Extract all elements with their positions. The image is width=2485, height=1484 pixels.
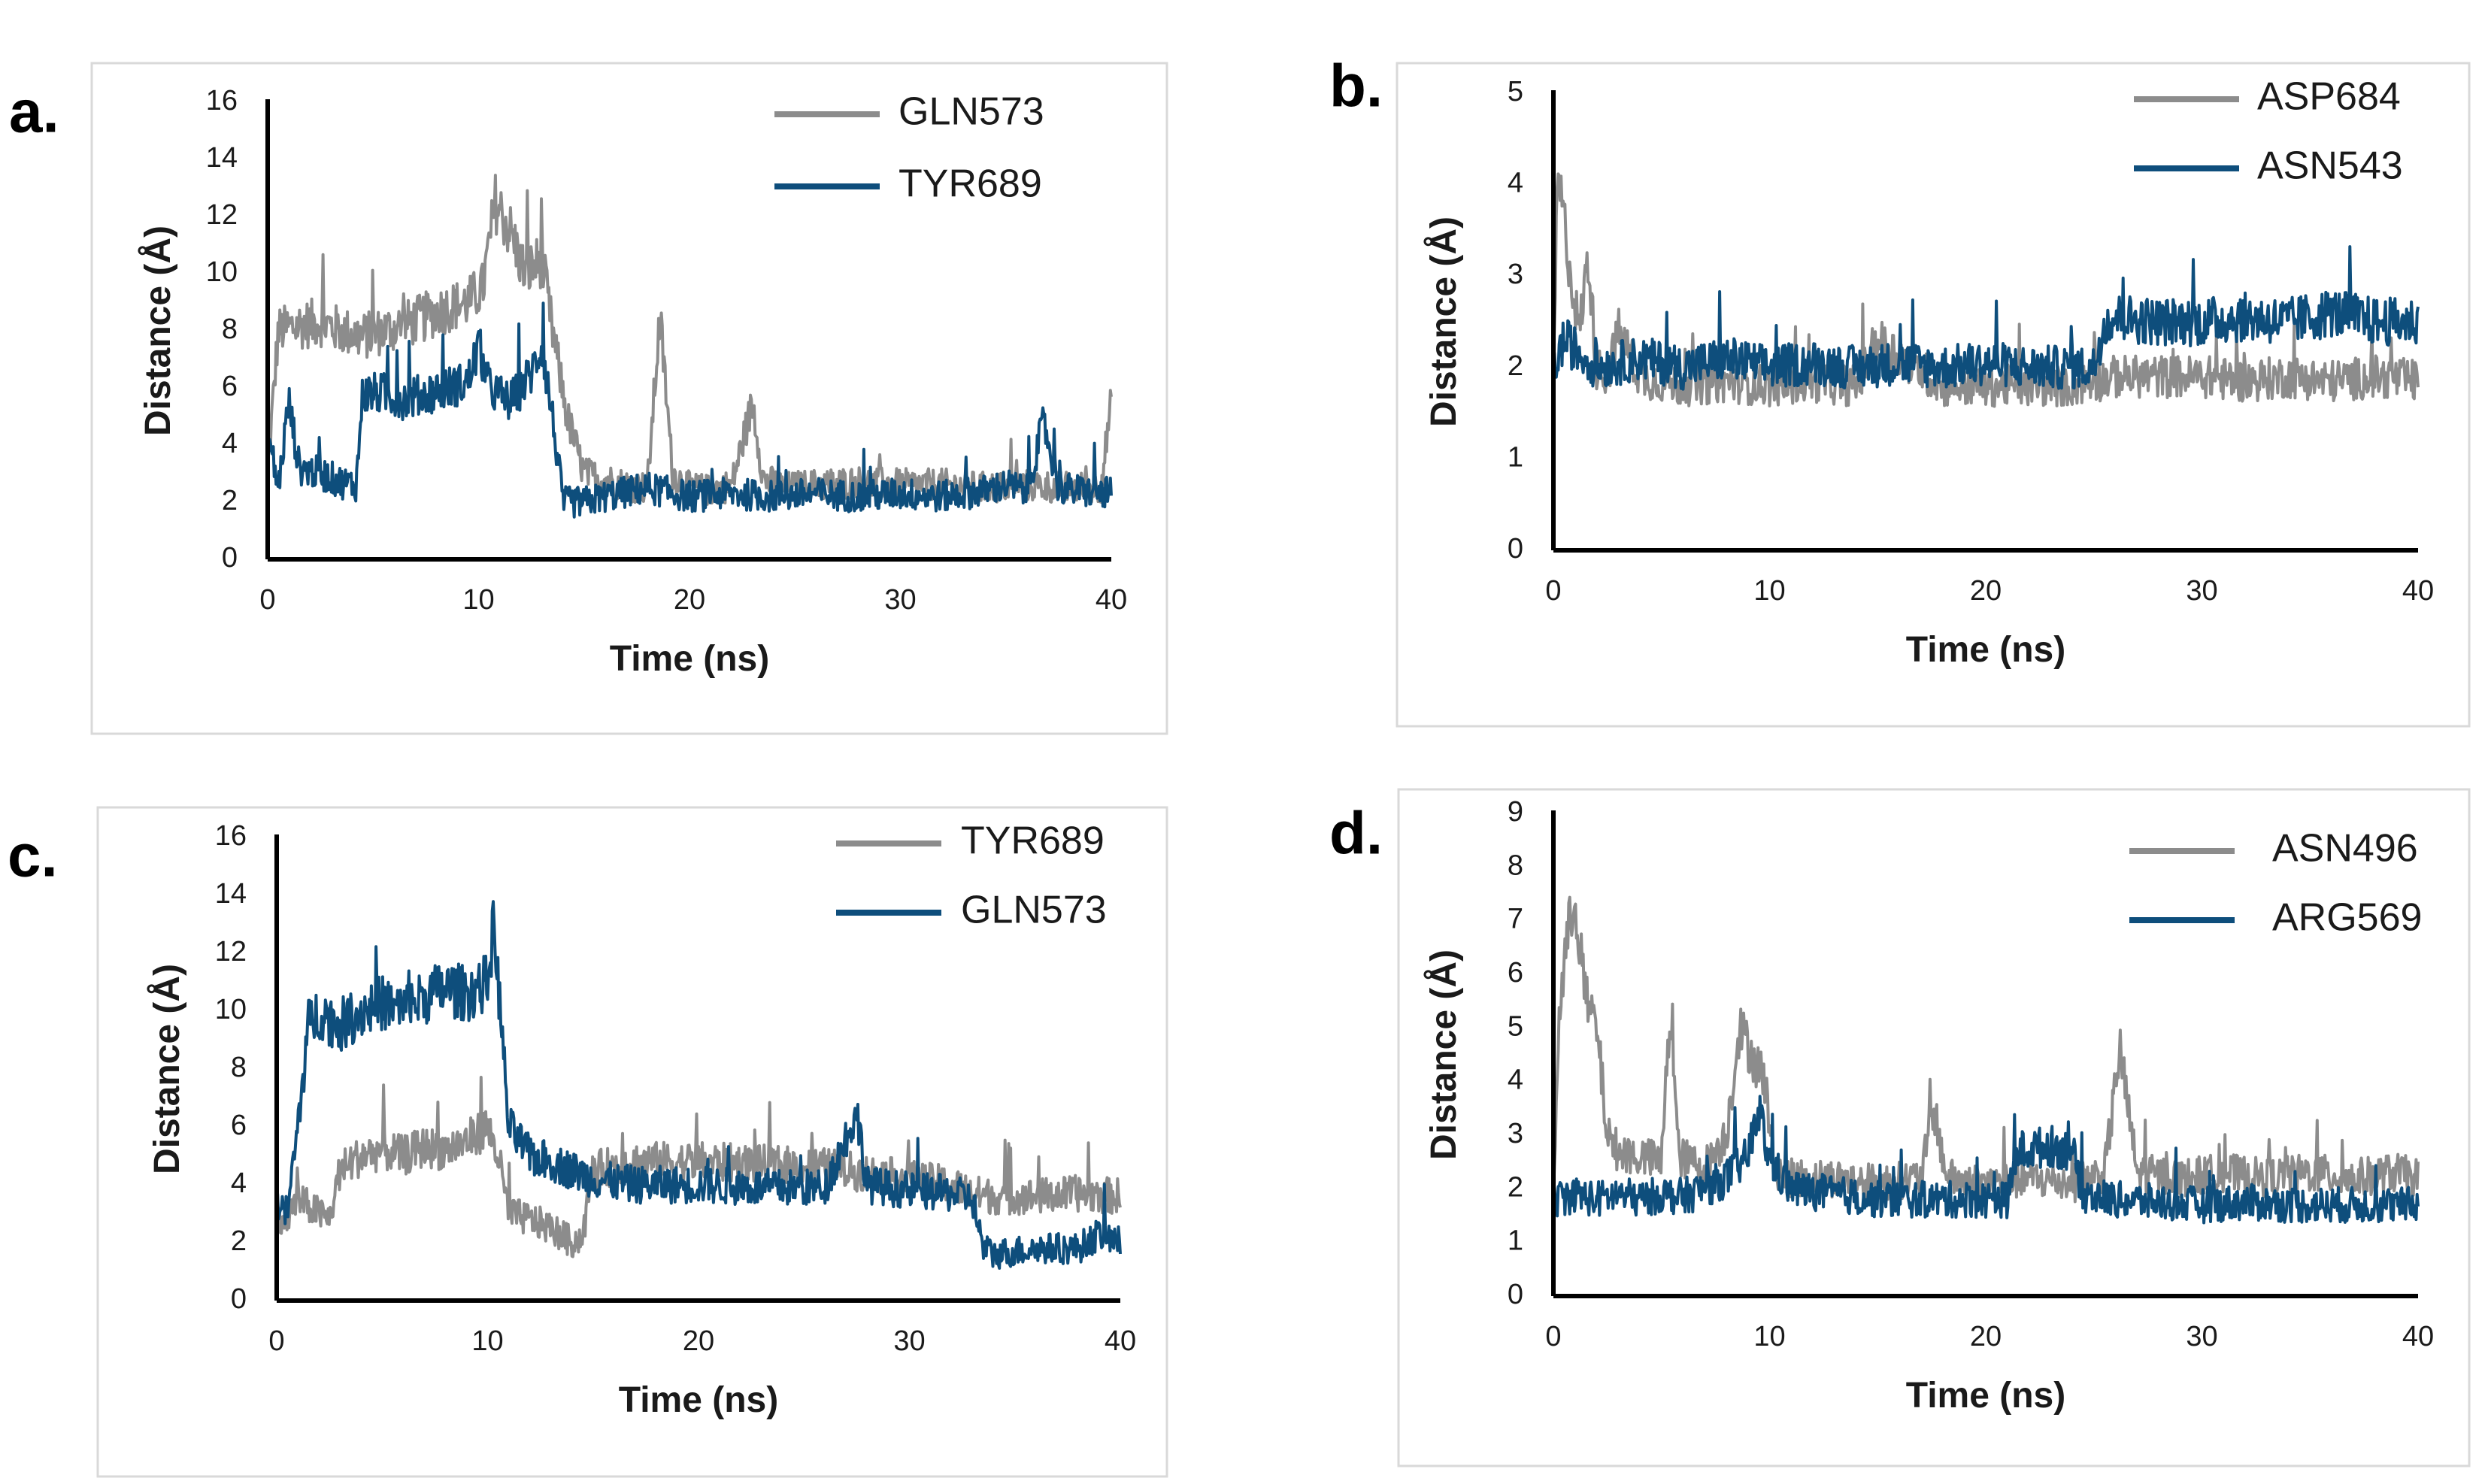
y-tick-label: 8 — [1508, 850, 1523, 881]
y-tick-label: 9 — [1508, 796, 1523, 828]
series-line-tyr689 — [266, 301, 1113, 519]
y-axis-title: Distance (Å) — [138, 226, 178, 436]
x-tick-label: 30 — [2186, 575, 2217, 607]
y-tick-label: 3 — [1508, 1118, 1523, 1149]
chart-panel-a: a. 0 2 4 6 8 10 12 14 16 0 10 20 30 40 Time (ns) Distanc… — [9, 62, 1168, 735]
y-tick-label: 4 — [231, 1168, 247, 1199]
legend-label-asp684: ASP684 — [2257, 75, 2401, 119]
y-tick-label: 10 — [215, 994, 247, 1025]
y-tick-label: 6 — [231, 1110, 247, 1141]
x-tick-label: 0 — [1545, 575, 1561, 607]
x-tick-label: 30 — [884, 584, 916, 616]
x-axis-title: Time (ns) — [610, 639, 769, 679]
x-tick-label: 40 — [1105, 1325, 1136, 1357]
x-tick-label: 20 — [1970, 575, 2002, 607]
panel-label: b. — [1329, 53, 1383, 120]
y-tick-label: 2 — [222, 485, 238, 516]
y-tick-label: 16 — [215, 820, 247, 852]
x-tick-label: 20 — [674, 584, 705, 616]
y-tick-label: 4 — [1508, 168, 1523, 199]
y-tick-label: 0 — [1508, 1279, 1523, 1310]
y-tick-label: 2 — [1508, 1171, 1523, 1203]
legend-label-gln573: GLN573 — [961, 889, 1107, 932]
y-axis-title: Distance (Å) — [1423, 949, 1464, 1160]
legend-label-tyr689: TYR689 — [899, 162, 1042, 206]
y-tick-label: 14 — [215, 878, 247, 910]
y-axis-title: Distance (Å) — [1423, 217, 1464, 427]
x-axis-title: Time (ns) — [1906, 1376, 2065, 1416]
y-tick-label: 3 — [1508, 259, 1523, 290]
y-tick-label: 4 — [1508, 1065, 1523, 1096]
x-tick-label: 30 — [893, 1325, 925, 1357]
legend: ASN496 ARG569 — [2129, 827, 2422, 940]
y-tick-label: 1 — [1508, 441, 1523, 473]
y-tick-label: 8 — [222, 313, 238, 345]
y-tick-label: 0 — [1508, 533, 1523, 565]
y-tick-label: 4 — [222, 428, 238, 459]
x-tick-label: 20 — [1970, 1321, 2002, 1352]
y-axis-title: Distance (Å) — [147, 964, 187, 1174]
legend-label-asn496: ASN496 — [2272, 827, 2418, 871]
x-axis-title: Time (ns) — [1906, 630, 2065, 670]
y-tick-label: 7 — [1508, 904, 1523, 935]
y-tick-label: 5 — [1508, 76, 1523, 108]
y-tick-label: 6 — [1508, 957, 1523, 989]
series-line-tyr689 — [275, 1076, 1122, 1258]
chart-panel-b: b. 0 1 2 3 4 5 0 10 20 30 40 Time (ns) Distance (Å) AS… — [1329, 53, 2471, 728]
legend: TYR689 GLN573 — [836, 819, 1107, 932]
x-tick-label: 20 — [683, 1325, 714, 1357]
legend-label-asn543: ASN543 — [2257, 144, 2403, 188]
y-tick-label: 2 — [231, 1225, 247, 1257]
y-tick-label: 12 — [206, 199, 238, 231]
x-axis-title: Time (ns) — [619, 1380, 778, 1420]
chart-panel-d: d. 0 1 2 3 4 5 6 7 8 9 0 10 20 30 40 Time (ns) Distance (… — [1329, 788, 2471, 1467]
x-tick-label: 10 — [1753, 575, 1785, 607]
panel-frame — [90, 62, 1168, 735]
x-tick-label: 10 — [1753, 1321, 1785, 1352]
y-tick-label: 0 — [231, 1283, 247, 1315]
x-tick-label: 30 — [2186, 1321, 2217, 1352]
x-tick-label: 40 — [2402, 575, 2434, 607]
y-tick-label: 2 — [1508, 350, 1523, 382]
x-tick-label: 0 — [1545, 1321, 1561, 1352]
x-tick-label: 40 — [2402, 1321, 2434, 1352]
panel-label: a. — [9, 78, 59, 145]
series-line-asn543 — [1552, 245, 2420, 391]
y-tick-label: 14 — [206, 142, 238, 174]
y-tick-label: 12 — [215, 936, 247, 968]
x-tick-label: 40 — [1096, 584, 1127, 616]
legend-label-arg569: ARG569 — [2272, 896, 2422, 940]
x-tick-label: 10 — [471, 1325, 503, 1357]
panel-label: d. — [1329, 800, 1383, 867]
y-tick-label: 10 — [206, 256, 238, 288]
series-line-arg569 — [1552, 1095, 2420, 1225]
legend-label-gln573: GLN573 — [899, 90, 1044, 134]
x-tick-label: 10 — [462, 584, 494, 616]
y-tick-label: 5 — [1508, 1010, 1523, 1042]
x-tick-label: 0 — [268, 1325, 284, 1357]
panel-label: c. — [8, 822, 58, 889]
y-tick-label: 8 — [231, 1052, 247, 1083]
legend: GLN573 TYR689 — [774, 90, 1044, 206]
chart-panel-c: c. 0 2 4 6 8 10 12 14 16 0 10 20 30 40 Time (ns) Distanc… — [8, 806, 1168, 1478]
legend: ASP684 ASN543 — [2134, 75, 2403, 188]
y-tick-label: 0 — [222, 542, 238, 574]
y-tick-label: 16 — [206, 85, 238, 117]
y-tick-label: 6 — [222, 371, 238, 402]
series-line-asp684 — [1552, 172, 2420, 408]
legend-label-tyr689: TYR689 — [961, 819, 1105, 863]
y-tick-label: 1 — [1508, 1225, 1523, 1257]
x-tick-label: 0 — [259, 584, 275, 616]
series-line-gln573 — [275, 900, 1122, 1270]
